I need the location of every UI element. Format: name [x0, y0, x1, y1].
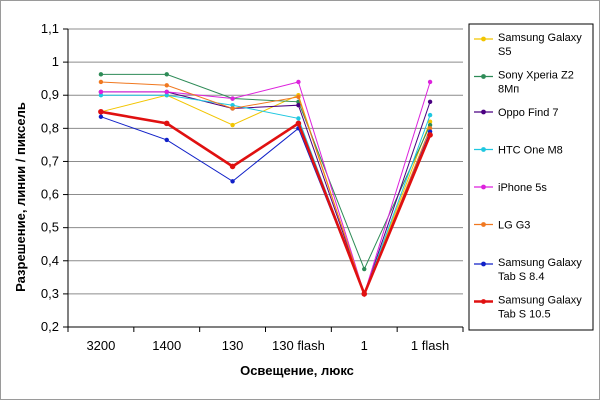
data-point	[427, 122, 433, 128]
series-line	[100, 110, 432, 298]
x-tick-label: 1400	[152, 338, 181, 353]
y-tick-label: 0,6	[41, 187, 59, 202]
data-point	[362, 266, 367, 272]
data-point	[164, 137, 169, 143]
data-point	[296, 102, 301, 108]
x-tick-label: 1 flash	[411, 338, 449, 353]
y-tick-label: 1	[52, 54, 59, 69]
data-point	[164, 89, 169, 95]
series-lines	[98, 72, 433, 298]
y-tick-label: 1,1	[41, 21, 59, 36]
data-point	[163, 120, 170, 127]
x-tick-label: 1	[361, 338, 368, 353]
data-point	[296, 116, 301, 121]
series-line	[100, 91, 431, 296]
data-point	[361, 291, 368, 297]
legend-label: Tab S 8.4	[498, 271, 544, 283]
data-point	[98, 79, 104, 85]
data-point	[296, 94, 301, 100]
y-tick-label: 0,2	[41, 319, 59, 334]
data-point	[229, 163, 236, 170]
y-tick-label: 0,3	[41, 286, 59, 301]
legend-marker	[481, 36, 486, 42]
gridlines	[68, 28, 463, 295]
data-point	[98, 93, 104, 98]
data-point	[427, 99, 433, 105]
legend-marker	[481, 74, 486, 79]
x-tick-label: 130 flash	[272, 338, 325, 353]
series-line	[100, 81, 431, 296]
x-tick-label: 3200	[86, 338, 115, 353]
x-tick-label: 130	[222, 338, 244, 353]
legend-marker	[481, 222, 486, 227]
data-point	[230, 106, 235, 111]
legend-label: iPhone 5s	[498, 182, 547, 194]
data-point	[427, 79, 433, 85]
legend-label: Samsung Galaxy	[498, 32, 582, 44]
data-point	[296, 79, 301, 85]
y-tick-label: 0,5	[41, 220, 59, 235]
series-line	[100, 116, 431, 296]
data-point	[164, 72, 169, 77]
series-line	[100, 81, 431, 296]
y-tick-label: 0,8	[41, 120, 59, 135]
y-tick-label: 0,7	[41, 153, 59, 168]
data-point	[98, 108, 104, 115]
legend-label: S5	[498, 46, 511, 58]
legend-label: LG G3	[498, 220, 530, 232]
data-point	[230, 102, 235, 108]
series-line	[100, 73, 431, 271]
legend-label: HTC One M8	[498, 145, 563, 157]
tick-labels: 0,2 0,3 0,4 0,5 0,6 0,7 0,8 0,9 1 1,1 3200 1400 130 1…	[41, 21, 449, 353]
data-point	[295, 120, 302, 127]
legend-label: Tab S 10.5	[498, 309, 551, 321]
data-point	[98, 72, 104, 77]
legend: Samsung Galaxy S5 Sony Xperia Z2 8Мп Oppo Fi…	[468, 23, 594, 331]
data-point	[164, 83, 169, 88]
legend-marker	[481, 184, 486, 190]
data-point	[427, 126, 433, 131]
data-point	[230, 122, 235, 128]
legend-marker	[481, 109, 486, 115]
data-point	[98, 114, 104, 119]
y-tick-label: 0,4	[41, 253, 59, 268]
legend-marker	[481, 261, 486, 267]
legend-marker	[481, 299, 486, 304]
data-point	[230, 179, 235, 184]
data-point	[427, 132, 433, 138]
axes	[63, 28, 464, 332]
data-point	[427, 119, 433, 124]
legend-box	[468, 23, 594, 331]
legend-label: Samsung Galaxy	[498, 295, 582, 307]
data-point	[427, 112, 433, 118]
legend-label: 8Мп	[498, 84, 519, 96]
x-axis-title: Освещение, люкс	[240, 363, 354, 378]
data-point	[164, 93, 169, 98]
y-axis-title: Разрешение, линии / пиксель	[13, 102, 28, 292]
data-point	[98, 89, 104, 95]
y-tick-label: 0,9	[41, 87, 59, 102]
legend-label: Samsung Galaxy	[498, 257, 582, 269]
data-point	[230, 96, 235, 101]
legend-marker	[481, 147, 486, 152]
legend-label: Oppo Find 7	[498, 107, 559, 119]
legend-label: Sony Xperia Z2	[498, 70, 574, 82]
